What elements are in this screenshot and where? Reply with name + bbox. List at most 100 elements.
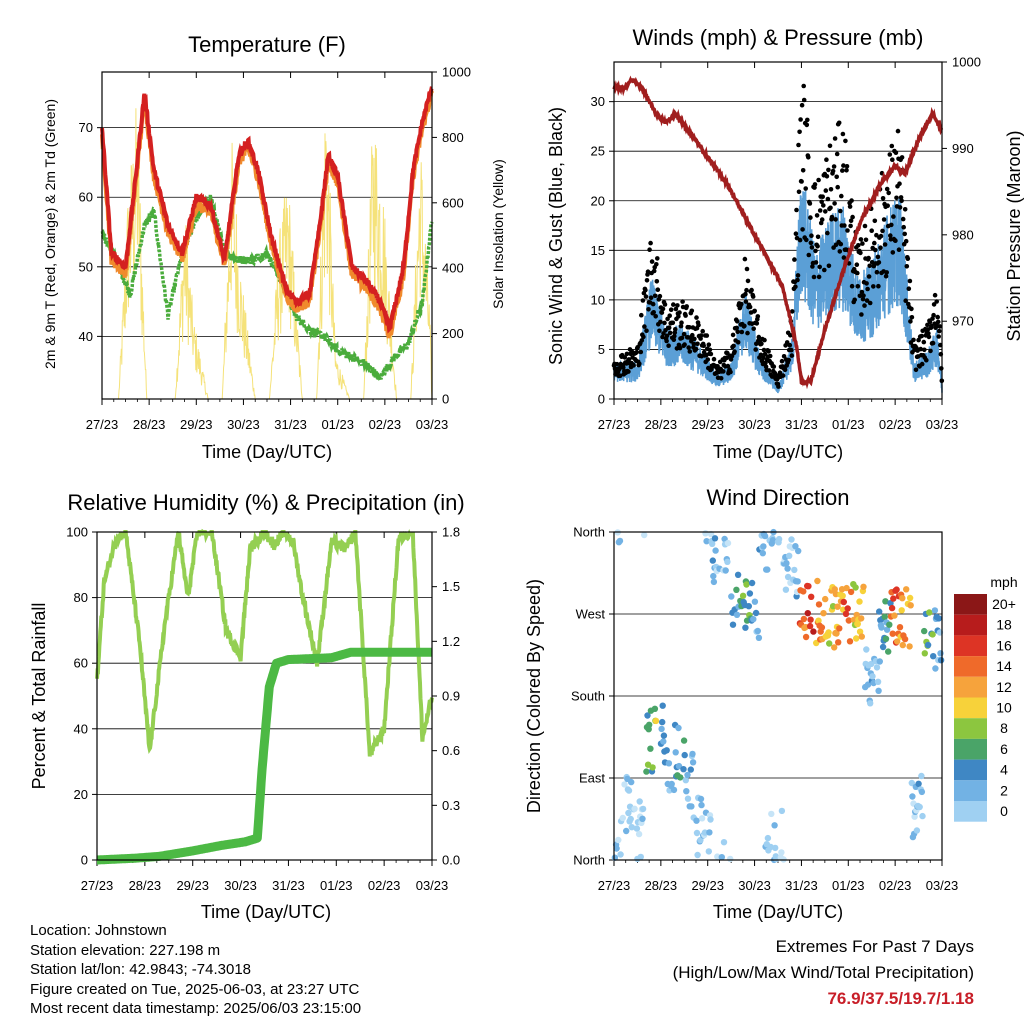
direction-point — [689, 759, 697, 766]
temperature-right-tick-label: 200 — [442, 326, 464, 341]
winds-gust-point — [776, 384, 781, 389]
direction-point — [768, 810, 775, 818]
direction-point — [724, 558, 731, 565]
winds-gust-point — [654, 279, 660, 284]
winds-gust-point — [833, 217, 838, 222]
winds-gust-point — [766, 349, 771, 354]
direction-point — [858, 615, 865, 622]
winds-gust-point — [622, 355, 628, 360]
winds-gust-point — [643, 287, 648, 293]
winds-gust-point — [660, 306, 666, 312]
direction-point — [783, 560, 790, 567]
direction-point — [852, 584, 859, 591]
winds-gust-point — [857, 293, 863, 299]
winds-panel: 0 5 10 15 20 25 30 970 980 990 1000 27/23 28/23 29/23… — [546, 25, 1024, 462]
winds-gust-point — [731, 343, 736, 349]
direction-y-axis-label: Direction (Colored By Speed) — [524, 579, 544, 813]
direction-point — [886, 621, 893, 628]
direction-point — [876, 658, 883, 665]
humidity-right-tick-label: 0.3 — [442, 798, 460, 813]
direction-point — [856, 628, 864, 635]
winds-right-tick-label: 970 — [952, 314, 974, 329]
winds-title: Winds (mph) & Pressure (mb) — [633, 25, 924, 50]
winds-gust-point — [799, 102, 805, 108]
colorbar-label: 6 — [1000, 741, 1008, 757]
winds-gust-point — [694, 315, 699, 320]
winds-gust-point — [830, 168, 836, 174]
winds-gust-point — [865, 286, 870, 292]
winds-gust-point — [683, 313, 688, 318]
winds-gust-point — [797, 129, 802, 135]
temperature-x-tick-label: 01/23 — [321, 417, 354, 432]
winds-gust-point — [631, 363, 636, 368]
direction-point — [628, 824, 635, 831]
direction-point — [795, 547, 802, 555]
winds-gust-point — [881, 217, 887, 222]
winds-gust-point — [614, 361, 620, 367]
winds-gust-point — [863, 237, 869, 243]
direction-point — [750, 616, 757, 623]
winds-gust-point — [742, 323, 747, 329]
winds-gust-point — [634, 349, 639, 355]
direction-point — [694, 851, 701, 859]
winds-gust-point — [801, 83, 806, 89]
humidity-right-tick-label: 0.9 — [442, 689, 460, 704]
winds-gust-point — [909, 306, 914, 312]
humidity-title: Relative Humidity (%) & Precipitation (i… — [67, 490, 464, 515]
direction-point — [739, 592, 747, 599]
winds-gust-point — [885, 203, 890, 208]
winds-gust-point — [680, 299, 685, 304]
winds-gust-point — [926, 331, 931, 336]
humidity-rh-line — [95, 528, 434, 757]
direction-point — [867, 700, 874, 707]
winds-gust-point — [654, 262, 659, 267]
direction-point — [898, 607, 905, 614]
temperature-left-tick-label: 60 — [79, 190, 93, 205]
humidity-x-tick-label: 30/23 — [224, 878, 257, 893]
winds-x-tick-label: 28/23 — [645, 417, 678, 432]
winds-gust-point — [814, 213, 820, 218]
winds-gust-point — [864, 281, 869, 286]
winds-gust-point — [798, 117, 803, 122]
winds-left-tick-label: 30 — [591, 94, 605, 109]
winds-gust-point — [919, 333, 924, 339]
direction-point — [883, 626, 891, 633]
direction-point — [617, 851, 624, 858]
winds-gust-point — [916, 337, 921, 343]
winds-gust-point — [891, 214, 896, 219]
direction-point — [769, 537, 777, 544]
direction-point — [660, 732, 668, 739]
winds-gust-point — [817, 208, 823, 213]
direction-point — [644, 712, 651, 719]
direction-point — [646, 721, 653, 728]
direction-point — [665, 760, 673, 767]
winds-y-axis-label: Sonic Wind & Gust (Blue, Black) — [546, 107, 566, 365]
direction-point — [697, 836, 704, 844]
winds-gust-point — [848, 223, 853, 229]
winds-gust-point — [907, 278, 913, 284]
winds-gust-point — [735, 329, 740, 335]
direction-point — [663, 747, 670, 754]
direction-point — [616, 537, 624, 545]
winds-gust-point — [779, 358, 785, 364]
winds-gust-point — [860, 241, 865, 246]
direction-point — [874, 678, 882, 685]
direction-point — [689, 750, 696, 758]
temperature-x-tick-label: 31/23 — [274, 417, 307, 432]
winds-left-tick-label: 15 — [591, 243, 605, 258]
winds-gust-point — [658, 319, 663, 325]
winds-gust-point — [644, 328, 649, 334]
winds-x-axis-label: Time (Day/UTC) — [713, 442, 843, 462]
temperature-right-tick-label: 800 — [442, 130, 464, 145]
winds-gust-point — [823, 188, 829, 193]
winds-gust-point — [816, 274, 822, 280]
winds-gust-point — [698, 333, 704, 338]
direction-point — [831, 644, 838, 651]
humidity-x-tick-label: 03/23 — [416, 878, 449, 893]
direction-point — [786, 552, 793, 559]
winds-gust-point — [705, 357, 711, 362]
winds-gust-point — [700, 328, 705, 334]
winds-gust-point — [759, 341, 764, 347]
winds-gust-point — [673, 306, 679, 312]
